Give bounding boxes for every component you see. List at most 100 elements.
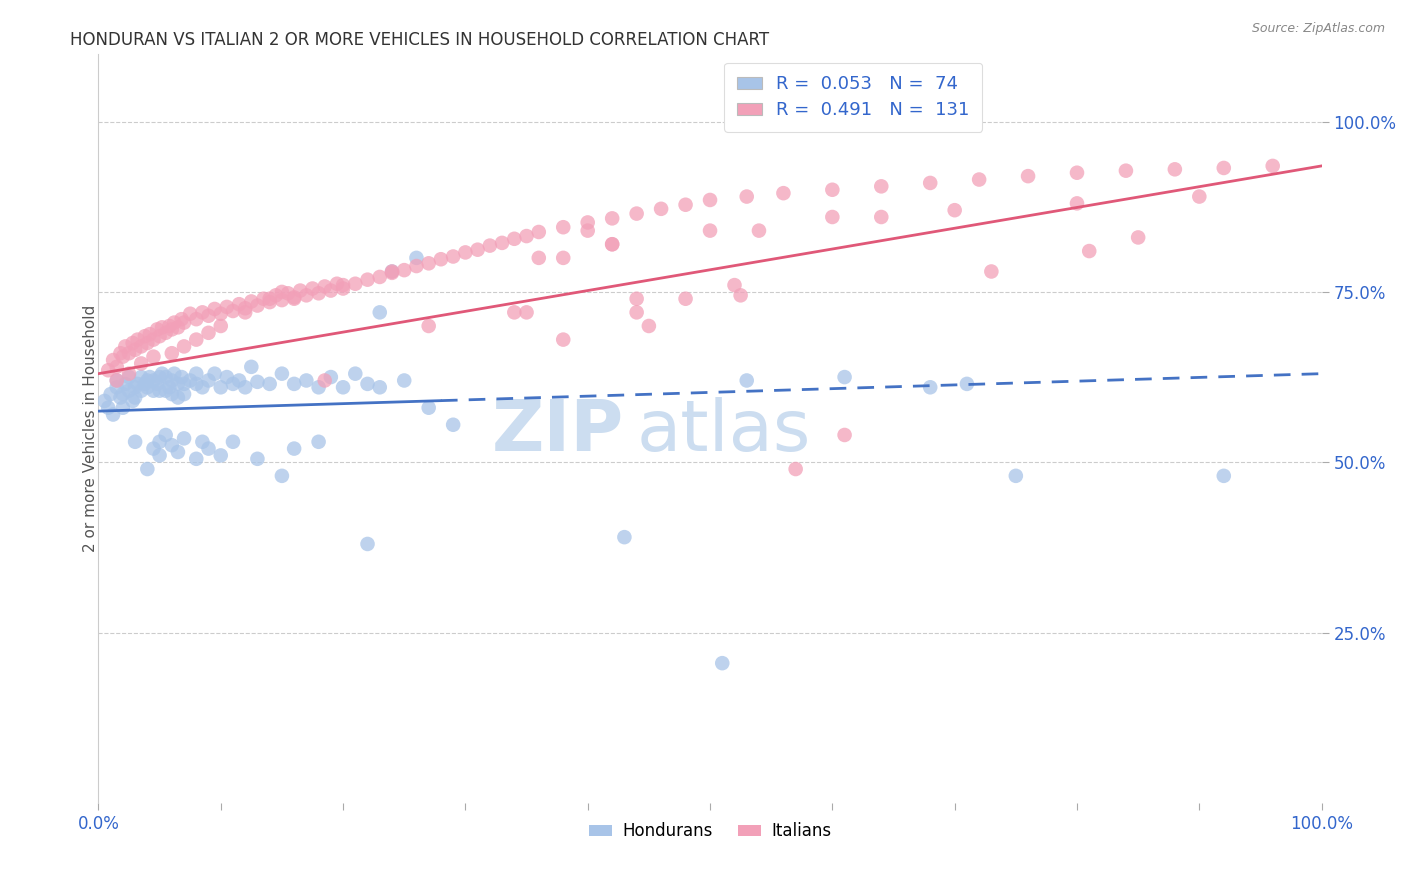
Point — [381, 264, 404, 278]
Point — [699, 193, 721, 207]
Point — [1017, 169, 1039, 183]
Point — [301, 281, 323, 295]
Point — [209, 318, 232, 333]
Point — [170, 312, 193, 326]
Point — [748, 224, 770, 238]
Point — [97, 401, 120, 415]
Point — [478, 238, 501, 252]
Point — [111, 350, 134, 364]
Point — [186, 376, 208, 391]
Text: HONDURAN VS ITALIAN 2 OR MORE VEHICLES IN HOUSEHOLD CORRELATION CHART: HONDURAN VS ITALIAN 2 OR MORE VEHICLES I… — [70, 31, 769, 49]
Point — [319, 284, 342, 298]
Point — [114, 339, 136, 353]
Point — [197, 374, 219, 388]
Point — [124, 391, 146, 405]
Text: ZIP: ZIP — [492, 398, 624, 467]
Point — [246, 299, 269, 313]
Point — [711, 656, 734, 670]
Point — [142, 442, 165, 456]
Point — [344, 367, 367, 381]
Point — [600, 237, 623, 252]
Point — [228, 374, 250, 388]
Point — [344, 277, 367, 291]
Text: atlas: atlas — [637, 398, 811, 467]
Point — [1078, 244, 1101, 258]
Point — [105, 359, 128, 374]
Point — [186, 367, 208, 381]
Point — [191, 305, 214, 319]
Point — [179, 374, 201, 388]
Text: Source: ZipAtlas.com: Source: ZipAtlas.com — [1251, 22, 1385, 36]
Point — [167, 445, 190, 459]
Point — [129, 339, 152, 353]
Point — [368, 380, 391, 394]
Point — [503, 232, 526, 246]
Point — [100, 387, 122, 401]
Point — [368, 305, 391, 319]
Point — [127, 333, 149, 347]
Point — [270, 285, 294, 299]
Y-axis label: 2 or more Vehicles in Household: 2 or more Vehicles in Household — [83, 304, 97, 552]
Point — [155, 428, 177, 442]
Point — [160, 374, 183, 388]
Point — [308, 286, 330, 301]
Point — [233, 305, 256, 319]
Point — [290, 284, 312, 298]
Point — [1188, 189, 1211, 203]
Point — [626, 305, 648, 319]
Point — [233, 301, 256, 316]
Point — [277, 286, 299, 301]
Point — [146, 322, 169, 336]
Point — [326, 277, 349, 291]
Point — [356, 376, 378, 391]
Point — [139, 327, 162, 342]
Point — [150, 367, 173, 381]
Point — [626, 206, 648, 220]
Point — [191, 380, 214, 394]
Point — [418, 401, 440, 415]
Point — [209, 307, 232, 321]
Point — [93, 393, 115, 408]
Point — [650, 202, 672, 216]
Point — [209, 449, 232, 463]
Point — [124, 434, 146, 449]
Point — [283, 376, 305, 391]
Point — [129, 370, 152, 384]
Point — [121, 336, 143, 351]
Point — [173, 431, 195, 445]
Point — [314, 279, 336, 293]
Point — [967, 172, 990, 186]
Point — [149, 329, 172, 343]
Point — [1115, 163, 1137, 178]
Point — [118, 346, 141, 360]
Point — [368, 269, 391, 284]
Point — [332, 278, 354, 293]
Point — [735, 189, 758, 203]
Point — [114, 376, 136, 391]
Point — [139, 370, 162, 384]
Point — [149, 384, 172, 398]
Point — [173, 376, 195, 391]
Point — [222, 434, 245, 449]
Point — [515, 229, 537, 244]
Point — [110, 346, 132, 360]
Point — [1261, 159, 1284, 173]
Point — [142, 374, 165, 388]
Point — [155, 384, 177, 398]
Point — [97, 363, 120, 377]
Point — [356, 537, 378, 551]
Point — [1066, 196, 1088, 211]
Point — [228, 297, 250, 311]
Point — [118, 370, 141, 384]
Point — [105, 374, 128, 388]
Point — [142, 333, 165, 347]
Point — [142, 350, 165, 364]
Point — [142, 384, 165, 398]
Point — [405, 251, 427, 265]
Point — [222, 376, 245, 391]
Point — [101, 408, 124, 422]
Point — [308, 380, 330, 394]
Point — [283, 442, 305, 456]
Point — [1066, 166, 1088, 180]
Point — [637, 318, 661, 333]
